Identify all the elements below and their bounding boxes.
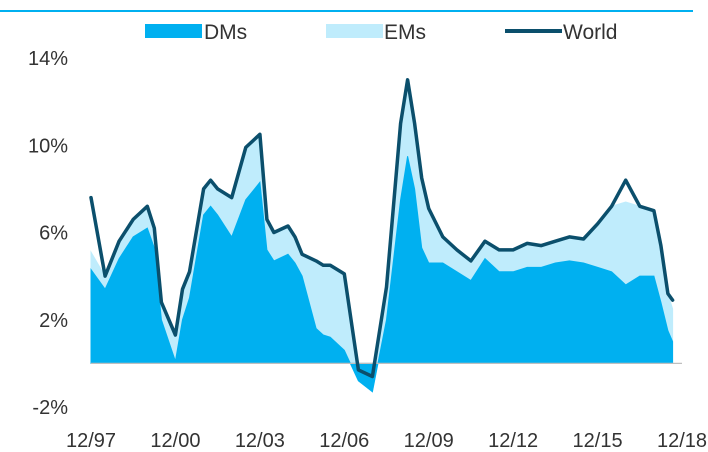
x-tick-label: 12/12	[488, 430, 538, 452]
x-axis: 12/97 12/00 12/03 12/06 12/09 12/12 12/15 12/18	[66, 430, 707, 452]
series-line-world	[89, 78, 675, 379]
x-tick-label: 12/00	[150, 430, 200, 452]
legend-swatch-dms	[145, 24, 202, 38]
y-tick-label: -2%	[32, 397, 68, 419]
y-axis: 14% 10% 6% 2% -2%	[28, 48, 68, 419]
legend: DMs EMs World	[145, 21, 617, 44]
x-tick-label: 12/18	[657, 430, 707, 452]
legend-item-world: World	[505, 21, 617, 44]
legend-swatch-ems	[326, 24, 383, 38]
legend-label-ems: EMs	[384, 21, 426, 44]
x-tick-label: 12/97	[66, 430, 116, 452]
x-tick-label: 12/03	[235, 430, 285, 452]
legend-label-dms: DMs	[204, 21, 247, 44]
x-tick-label: 12/06	[319, 430, 369, 452]
plot-area	[89, 78, 682, 393]
series-area-dms	[90, 156, 674, 393]
y-tick-label: 6%	[39, 223, 68, 245]
y-tick-label: 14%	[28, 48, 68, 70]
legend-item-ems: EMs	[326, 21, 426, 44]
x-tick-label: 12/09	[404, 430, 454, 452]
x-tick-label: 12/15	[573, 430, 623, 452]
legend-item-dms: DMs	[145, 21, 247, 44]
y-tick-label: 2%	[39, 310, 68, 332]
y-tick-label: 10%	[28, 135, 68, 157]
legend-label-world: World	[563, 21, 617, 44]
